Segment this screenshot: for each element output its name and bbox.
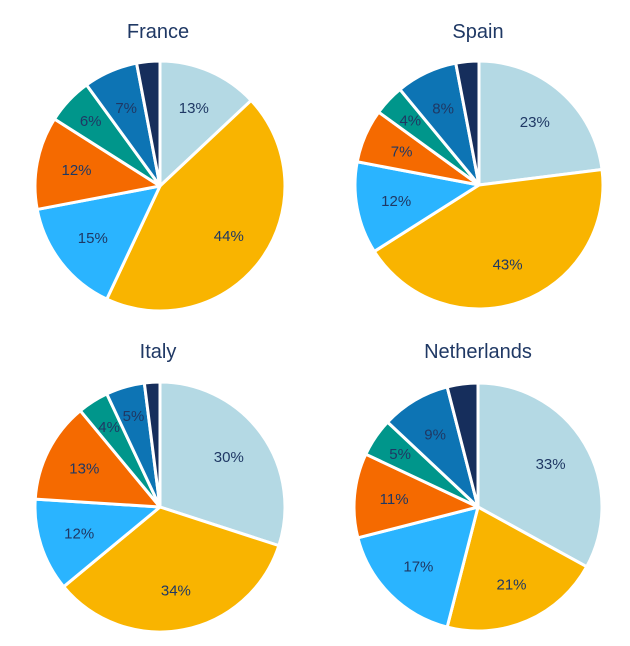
pie-slice-label-spain-4: 4% — [399, 113, 421, 130]
pie-slice-label-spain-2: 12% — [381, 193, 411, 210]
pie-chart-netherlands: Netherlands 33% 21% 17% 11% 5% 9% — [352, 341, 604, 633]
pie-slice-label-netherlands-5: 9% — [424, 426, 446, 443]
pie-slice-label-netherlands-1: 21% — [496, 576, 526, 593]
pie-slice-label-italy-3: 13% — [69, 460, 99, 477]
pie-slice-label-france-1: 44% — [214, 228, 244, 245]
pie-slice-label-france-3: 12% — [61, 162, 91, 179]
pie-chart-spain: Spain 23% 43% 12% 7% 4% 8% — [353, 21, 605, 311]
pie-slices-spain: 23% 43% 12% 7% 4% 8% — [353, 59, 605, 311]
pie-slices-netherlands: 33% 21% 17% 11% 5% 9% — [352, 381, 604, 633]
pie-slice-label-france-2: 15% — [78, 230, 108, 247]
pie-chart-italy: Italy 30% 34% 12% 13% 4%5% — [33, 341, 287, 634]
pie-slice-label-spain-0: 23% — [520, 114, 550, 131]
pie-slice-label-italy-0: 30% — [214, 449, 244, 466]
pie-slice-france-6 — [135, 59, 162, 188]
pie-slice-netherlands-2 — [356, 505, 480, 629]
pie-slice-label-spain-3: 7% — [391, 144, 413, 161]
pie-slice-label-italy-4: 4% — [98, 419, 120, 436]
pie-slice-label-netherlands-4: 5% — [389, 446, 411, 463]
pie-title-netherlands: Netherlands — [424, 341, 532, 363]
pie-slice-spain-1 — [372, 167, 605, 311]
pie-slice-netherlands-6 — [445, 381, 480, 509]
pie-slice-label-italy-2: 12% — [64, 525, 94, 542]
pie-title-italy: Italy — [140, 341, 177, 363]
pie-slice-label-france-0: 13% — [179, 100, 209, 117]
pie-slices-france: 13% 44% 15% 12% 6% 7% — [33, 59, 287, 313]
pie-slice-italy-1 — [62, 505, 281, 634]
pie-slice-italy-6 — [142, 380, 162, 509]
pie-slice-italy-3 — [33, 409, 162, 509]
pie-slice-spain-0 — [477, 59, 604, 187]
pie-slice-italy-0 — [158, 380, 287, 548]
pie-slice-label-italy-5: 5% — [123, 408, 145, 425]
pie-slice-label-spain-5: 8% — [432, 101, 454, 118]
pie-slice-label-italy-1: 34% — [161, 583, 191, 600]
pie-slice-label-netherlands-2: 17% — [403, 559, 433, 576]
pie-slice-netherlands-3 — [352, 452, 480, 540]
pie-slice-label-netherlands-0: 33% — [536, 456, 566, 473]
pie-slices-italy: 30% 34% 12% 13% 4%5% — [33, 380, 287, 634]
pie-slice-label-netherlands-3: 11% — [380, 491, 409, 508]
pie-slice-france-1 — [105, 98, 287, 313]
pie-chart-france: France 13% 44% 15% 12% 6% 7% — [33, 21, 287, 313]
pie-slice-italy-2 — [33, 497, 162, 589]
pie-slice-spain-6 — [454, 59, 481, 187]
pie-title-france: France — [127, 21, 189, 43]
pie-slice-label-france-4: 6% — [80, 113, 102, 130]
pie-slice-netherlands-1 — [445, 505, 589, 633]
pie-slice-label-spain-1: 43% — [493, 256, 523, 273]
pie-slice-spain-2 — [353, 160, 481, 253]
pie-slice-label-france-5: 7% — [115, 100, 137, 117]
pie-slice-france-0 — [158, 59, 253, 188]
pie-slice-france-2 — [35, 184, 162, 301]
pie-slice-netherlands-0 — [476, 381, 604, 569]
pie-slice-france-3 — [33, 117, 162, 211]
pie-title-spain: Spain — [452, 21, 503, 43]
